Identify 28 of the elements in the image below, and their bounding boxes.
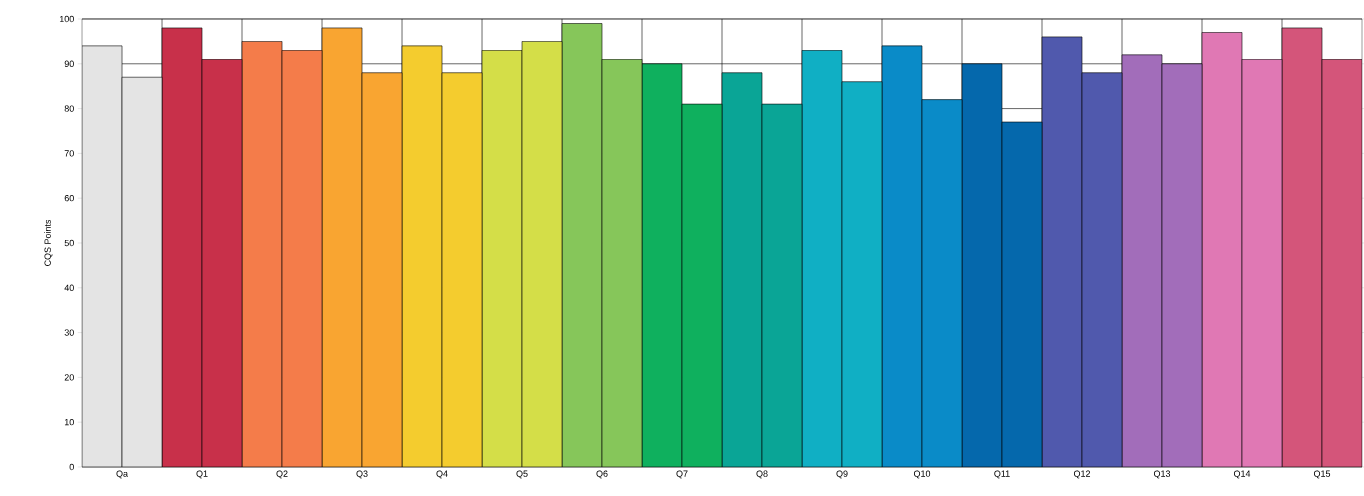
y-tick-label: 0: [69, 463, 74, 471]
y-tick-label: 50: [64, 239, 74, 247]
y-tick-label: 40: [64, 284, 74, 291]
x-tick-label: Q6: [596, 470, 608, 479]
x-tick-label: Q5: [516, 470, 528, 479]
y-tick-label: 90: [64, 60, 74, 67]
y-tick-label: 20: [64, 374, 74, 381]
x-tick-label: Q7: [676, 470, 688, 479]
x-tick-label: Q14: [1233, 470, 1251, 479]
y-tick-label: 10: [64, 419, 74, 426]
y-tick-label: 30: [64, 329, 74, 336]
x-tick-label: Q11: [994, 470, 1010, 479]
x-tick-label: Q3: [356, 470, 368, 479]
x-tick-label: Q9: [836, 470, 848, 479]
x-tick-label: Q10: [913, 470, 931, 479]
y-tick-label: 80: [64, 105, 74, 112]
x-tick-label: Q8: [756, 470, 768, 479]
x-tick-label: Q2: [276, 470, 288, 479]
y-axis-title: CQS Points: [44, 219, 53, 266]
x-tick-label: Q13: [1153, 470, 1171, 479]
y-tick-label: 60: [64, 195, 74, 202]
x-tick-label: Q4: [436, 470, 448, 479]
x-tick-label: Q12: [1073, 470, 1091, 479]
y-tick-label: 70: [64, 150, 74, 157]
x-tick-label: Q1: [196, 470, 208, 479]
x-tick-label: Q15: [1313, 470, 1331, 479]
x-tick-label: Qa: [116, 470, 128, 479]
y-tick-label: 100: [59, 15, 74, 23]
